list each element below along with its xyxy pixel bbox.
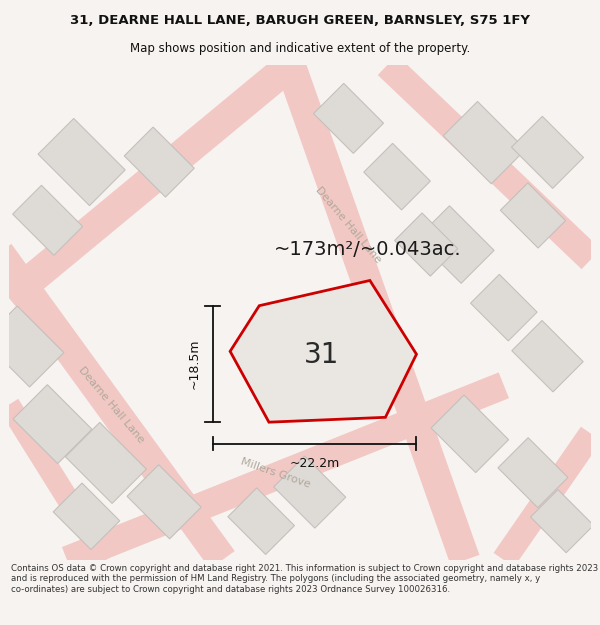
Text: Dearne Hall Lane: Dearne Hall Lane (76, 364, 145, 445)
Polygon shape (364, 143, 430, 210)
Polygon shape (511, 116, 584, 188)
Polygon shape (274, 456, 346, 528)
Text: ~18.5m: ~18.5m (188, 339, 201, 389)
Polygon shape (127, 465, 201, 539)
Polygon shape (314, 83, 383, 153)
Polygon shape (498, 438, 568, 508)
Polygon shape (416, 206, 494, 283)
Text: 31: 31 (304, 341, 340, 369)
Polygon shape (443, 101, 526, 184)
Polygon shape (65, 422, 146, 503)
Text: 31, DEARNE HALL LANE, BARUGH GREEN, BARNSLEY, S75 1FY: 31, DEARNE HALL LANE, BARUGH GREEN, BARN… (70, 14, 530, 28)
Polygon shape (500, 183, 566, 248)
Polygon shape (431, 395, 509, 472)
Polygon shape (13, 384, 92, 464)
Text: Map shows position and indicative extent of the property.: Map shows position and indicative extent… (130, 42, 470, 55)
Text: Millers Grove: Millers Grove (239, 456, 312, 489)
Polygon shape (470, 274, 537, 341)
Text: Contains OS data © Crown copyright and database right 2021. This information is : Contains OS data © Crown copyright and d… (11, 564, 598, 594)
Polygon shape (512, 321, 583, 392)
Polygon shape (124, 127, 194, 197)
Text: Dearne Hall Lane: Dearne Hall Lane (314, 185, 383, 265)
Polygon shape (530, 489, 593, 552)
Polygon shape (395, 213, 458, 276)
Polygon shape (53, 483, 120, 549)
Text: ~173m²/~0.043ac.: ~173m²/~0.043ac. (274, 240, 462, 259)
Polygon shape (38, 119, 125, 206)
Polygon shape (13, 185, 83, 255)
Text: ~22.2m: ~22.2m (289, 457, 340, 470)
Polygon shape (228, 488, 295, 554)
Polygon shape (0, 306, 64, 387)
Polygon shape (230, 281, 416, 422)
